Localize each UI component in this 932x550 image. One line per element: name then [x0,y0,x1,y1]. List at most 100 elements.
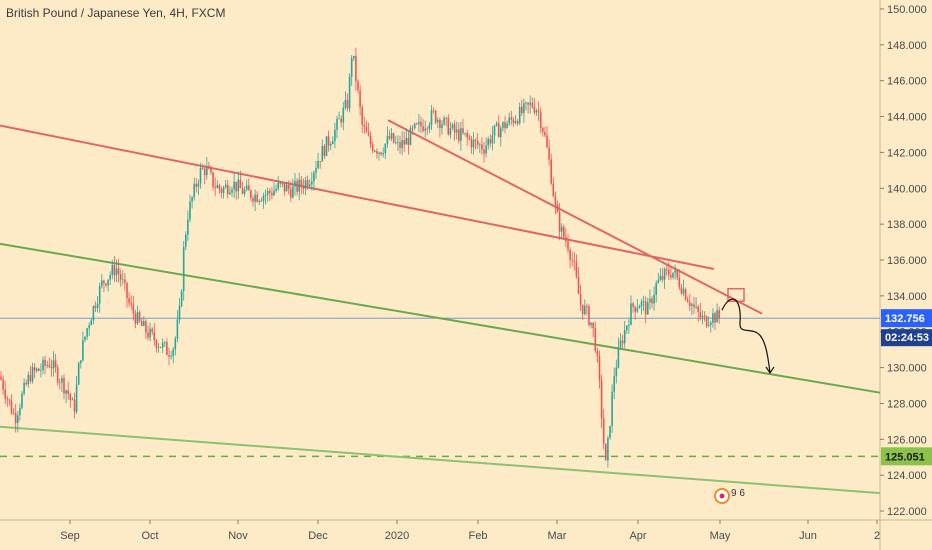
candle-body [575,261,578,277]
candle-body [124,279,126,283]
candle-body [161,342,164,348]
candle-body [256,194,258,202]
candle-body [336,118,338,130]
candle-body [464,132,466,134]
candle-body [531,102,534,107]
candle-body [535,110,538,113]
candle-body [405,137,408,145]
candle-body [682,289,685,294]
candle-body [479,144,481,146]
candle-body [321,145,324,162]
candle-body [164,342,166,343]
candle-body [227,184,229,194]
y-tick-label: 142.000 [887,147,927,159]
candle-body [705,316,708,327]
candle-body [665,269,668,271]
candle-body [103,280,105,284]
candle-body [229,192,231,194]
candle-body [424,128,426,131]
y-tick-label: 140.000 [887,183,927,195]
candle-body [145,321,147,333]
candle-body [523,103,525,114]
candle-body [2,379,4,390]
candle-body [550,159,552,184]
candle-body [548,147,550,160]
candle-body [621,340,624,344]
candle-body [153,331,156,341]
trendline-red-resistance-long [0,124,715,270]
candle-body [554,196,557,205]
candle-body [109,275,111,280]
candle-body [56,367,59,383]
candle-body [691,304,693,306]
candle-body [88,325,90,329]
candle-body [617,346,620,368]
candle-body [407,137,410,145]
candle-body [233,181,235,190]
candle-body [565,236,567,242]
candle-body [311,181,313,185]
candle-body [676,270,678,278]
candle-body [237,179,240,192]
candle-body [437,119,439,123]
y-tick-label: 150.000 [887,4,927,16]
candle-body [525,102,527,104]
candle-body [346,100,349,109]
candle-body [300,179,303,187]
candle-body [271,193,273,196]
candle-body [98,285,101,304]
candle-body [136,312,139,324]
candle-body [71,399,74,401]
candle-body [218,185,221,189]
candle-body [248,185,250,191]
candle-body [315,168,317,173]
y-tick-label: 148.000 [887,40,927,52]
candle-body [134,313,137,324]
candle-body [502,122,504,129]
candle-body [203,168,206,176]
arrow-head-icon [765,366,775,375]
candle-body [176,319,179,339]
candle-body [506,123,508,129]
candle-body [613,376,615,392]
candle-body [277,183,279,189]
candle-body [598,355,601,381]
candle-body [537,110,540,112]
candle-body [609,425,611,438]
candle-body [615,367,618,377]
candle-body [472,139,475,148]
candle-body [323,145,326,156]
candle-body [101,280,103,286]
candle-body [357,81,359,91]
candle-body [539,111,542,128]
candle-body [512,119,515,124]
candle-body [367,132,370,136]
candle-body [69,393,72,401]
candle-body [340,118,342,123]
x-tick-label: 2020 [385,530,409,542]
trendline-red-resistance-short [387,119,763,315]
candle-body [626,325,628,330]
candle-body [449,128,452,135]
trendline-green-channel-upper [0,242,881,394]
candle-body [701,315,704,318]
candle-body [185,234,187,247]
candle-body [40,370,42,371]
candle-body [392,133,395,143]
candle-body [174,338,177,350]
candle-body [147,332,149,338]
candle-body [686,299,689,303]
candle-body [558,212,561,232]
candle-body [668,270,670,276]
x-tick-label: Oct [141,530,158,542]
x-tick-label: May [710,530,731,542]
candle-body [302,186,305,189]
candle-body [224,184,227,188]
candle-body [285,184,288,192]
candle-body [504,122,506,129]
candle-body [6,398,9,400]
last-price-tag [881,309,932,328]
candle-body [195,183,198,187]
x-tick-label: Apr [629,530,646,542]
